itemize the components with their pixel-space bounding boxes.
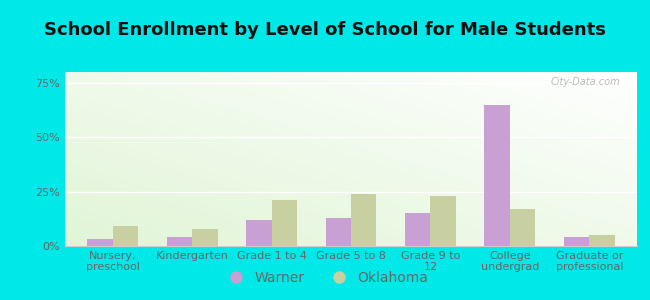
Bar: [351, 194, 376, 246]
Bar: [326, 218, 351, 246]
Bar: [112, 226, 138, 246]
Bar: [405, 213, 430, 246]
Bar: [272, 200, 297, 246]
Text: City-Data.com: City-Data.com: [550, 77, 620, 87]
Bar: [510, 209, 536, 246]
Bar: [166, 237, 192, 246]
Bar: [246, 220, 272, 246]
Bar: [564, 237, 590, 246]
Bar: [87, 239, 112, 246]
Bar: [484, 105, 510, 246]
Bar: [192, 229, 218, 246]
Text: School Enrollment by Level of School for Male Students: School Enrollment by Level of School for…: [44, 21, 606, 39]
Bar: [430, 196, 456, 246]
Legend: Warner, Oklahoma: Warner, Oklahoma: [216, 265, 434, 290]
Bar: [590, 235, 615, 246]
